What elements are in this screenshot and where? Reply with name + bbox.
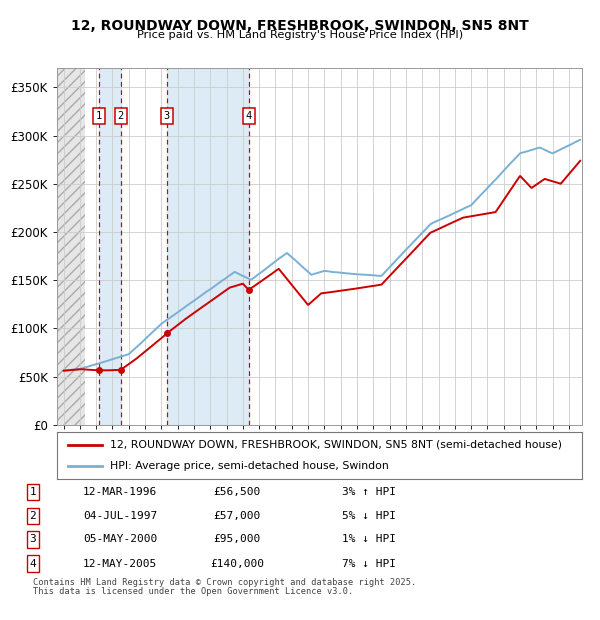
Text: 04-JUL-1997: 04-JUL-1997	[83, 511, 157, 521]
Bar	[57, 68, 85, 425]
Text: 3: 3	[29, 534, 37, 544]
Text: £95,000: £95,000	[214, 534, 260, 544]
Text: £56,500: £56,500	[214, 487, 260, 497]
Text: £57,000: £57,000	[214, 511, 260, 521]
Text: 3% ↑ HPI: 3% ↑ HPI	[342, 487, 396, 497]
Bar	[167, 68, 249, 425]
Text: HPI: Average price, semi-detached house, Swindon: HPI: Average price, semi-detached house,…	[110, 461, 388, 471]
Text: £140,000: £140,000	[210, 559, 264, 569]
Text: Contains HM Land Registry data © Crown copyright and database right 2025.: Contains HM Land Registry data © Crown c…	[33, 577, 416, 587]
Text: 5% ↓ HPI: 5% ↓ HPI	[342, 511, 396, 521]
Text: 1: 1	[29, 487, 37, 497]
Text: 12, ROUNDWAY DOWN, FRESHBROOK, SWINDON, SN5 8NT: 12, ROUNDWAY DOWN, FRESHBROOK, SWINDON, …	[71, 19, 529, 33]
Text: 4: 4	[245, 112, 252, 122]
Text: 1: 1	[96, 112, 103, 122]
Text: 05-MAY-2000: 05-MAY-2000	[83, 534, 157, 544]
Text: 12-MAR-1996: 12-MAR-1996	[83, 487, 157, 497]
Text: 2: 2	[118, 112, 124, 122]
Bar	[99, 68, 121, 425]
Text: This data is licensed under the Open Government Licence v3.0.: This data is licensed under the Open Gov…	[33, 587, 353, 596]
Text: 12, ROUNDWAY DOWN, FRESHBROOK, SWINDON, SN5 8NT (semi-detached house): 12, ROUNDWAY DOWN, FRESHBROOK, SWINDON, …	[110, 440, 562, 450]
Text: 2: 2	[29, 511, 37, 521]
Text: 7% ↓ HPI: 7% ↓ HPI	[342, 559, 396, 569]
Text: 4: 4	[29, 559, 37, 569]
Text: Price paid vs. HM Land Registry's House Price Index (HPI): Price paid vs. HM Land Registry's House …	[137, 30, 463, 40]
Text: 1% ↓ HPI: 1% ↓ HPI	[342, 534, 396, 544]
Text: 3: 3	[164, 112, 170, 122]
Bar	[57, 68, 85, 425]
Text: 12-MAY-2005: 12-MAY-2005	[83, 559, 157, 569]
